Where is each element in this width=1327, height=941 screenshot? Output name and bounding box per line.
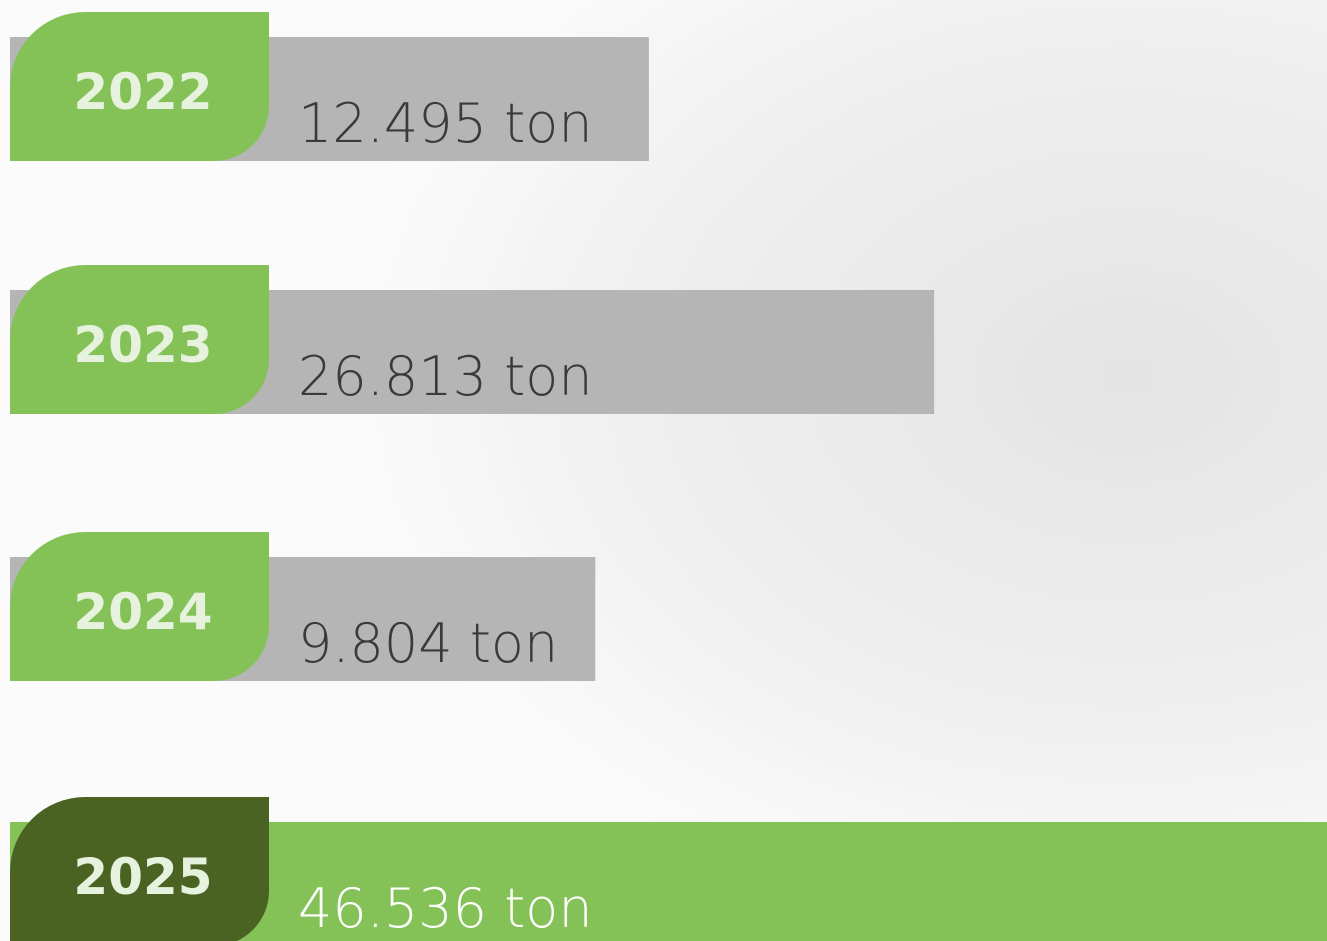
- year-badge: [10, 797, 269, 941]
- value-label: 46.536 ton: [298, 877, 593, 940]
- rows: 2022 12.495 ton 2023 26.813 ton 2024 9.804 to…: [10, 12, 1327, 941]
- year-badge: [10, 12, 269, 161]
- value-label: 26.813 ton: [298, 345, 593, 408]
- value-label: 12.495 ton: [298, 92, 593, 155]
- year-label: 2023: [73, 316, 212, 374]
- year-label: 2025: [73, 848, 212, 906]
- year-badge: [10, 532, 269, 681]
- year-badge: [10, 265, 269, 414]
- year-label: 2024: [73, 583, 212, 641]
- year-label: 2022: [73, 63, 212, 121]
- value-label: 9.804 ton: [298, 612, 558, 675]
